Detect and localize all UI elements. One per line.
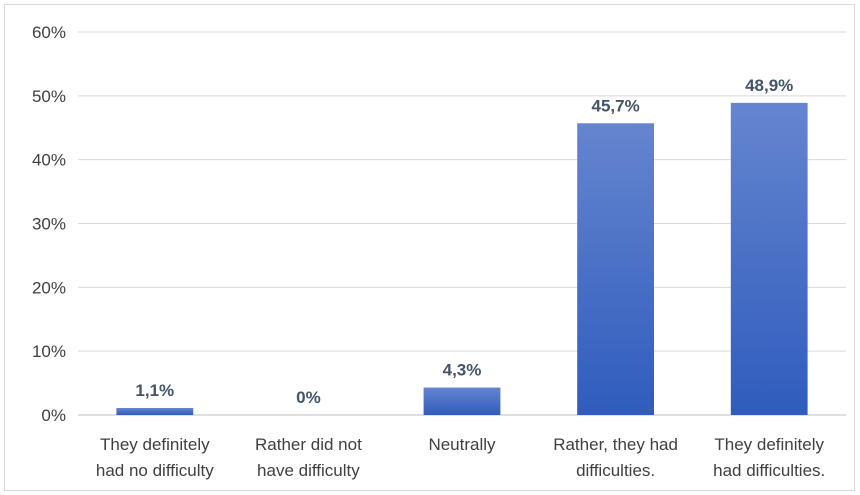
bars bbox=[116, 102, 808, 415]
x-tick-label-line: had difficulties. bbox=[713, 461, 825, 480]
x-tick-label-line: difficulties. bbox=[576, 461, 655, 480]
bar-chart: 0% 10% 20% 30% 40% 50% 60% 1,1% 0% 4,3% 45,7% 48,9… bbox=[32, 23, 846, 480]
data-label: 1,1% bbox=[135, 381, 174, 400]
data-label: 48,9% bbox=[745, 76, 793, 95]
y-tick-label: 30% bbox=[32, 215, 66, 234]
x-tick-label: Neutrally bbox=[428, 435, 496, 454]
bar bbox=[116, 407, 194, 415]
x-tick-label-line: Rather did not bbox=[255, 435, 362, 454]
bar bbox=[730, 102, 808, 415]
x-axis-categories: They definitely had no difficulty Rather d… bbox=[96, 435, 825, 480]
y-tick-label: 0% bbox=[41, 406, 66, 425]
x-tick-label-line: Neutrally bbox=[428, 435, 496, 454]
data-label: 45,7% bbox=[591, 96, 639, 115]
gridlines bbox=[78, 31, 846, 416]
data-label: 4,3% bbox=[443, 361, 482, 380]
data-label: 0% bbox=[296, 388, 321, 407]
y-tick-label: 50% bbox=[32, 87, 66, 106]
x-tick-label-line: Rather, they had bbox=[553, 435, 678, 454]
y-tick-label: 20% bbox=[32, 278, 66, 297]
y-axis-ticks: 0% 10% 20% 30% 40% 50% 60% bbox=[32, 23, 66, 425]
x-tick-label: Rather did not have difficulty bbox=[255, 435, 362, 480]
y-tick-label: 60% bbox=[32, 23, 66, 42]
data-labels: 1,1% 0% 4,3% 45,7% 48,9% bbox=[135, 76, 793, 407]
y-tick-label: 10% bbox=[32, 342, 66, 361]
x-tick-label-line: They definitely bbox=[714, 435, 824, 454]
x-tick-label: They definitely had difficulties. bbox=[713, 435, 825, 480]
bar bbox=[577, 123, 654, 415]
chart-frame: 0% 10% 20% 30% 40% 50% 60% 1,1% 0% 4,3% 45,7% 48,9… bbox=[4, 4, 855, 491]
x-tick-label-line: had no difficulty bbox=[96, 461, 214, 480]
y-tick-label: 40% bbox=[32, 151, 66, 170]
x-tick-label-line: have difficulty bbox=[257, 461, 360, 480]
x-tick-label: Rather, they had difficulties. bbox=[553, 435, 678, 480]
bar bbox=[423, 387, 501, 415]
x-tick-label: They definitely had no difficulty bbox=[96, 435, 214, 480]
x-tick-label-line: They definitely bbox=[100, 435, 210, 454]
